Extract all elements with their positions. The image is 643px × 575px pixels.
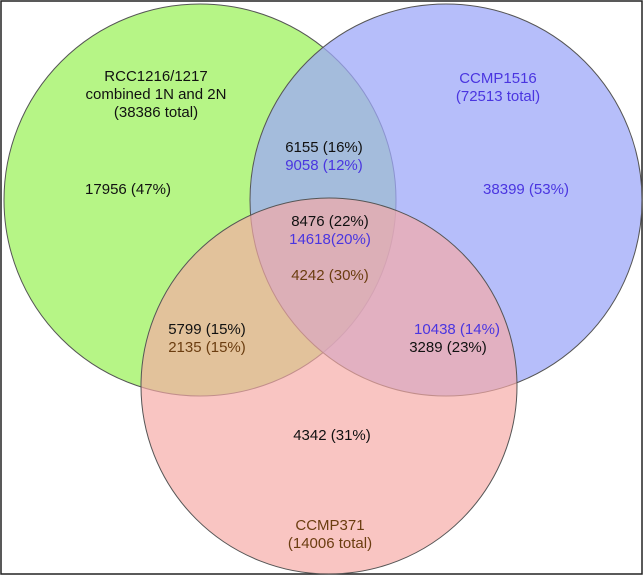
set-a-total: (38386 total) (114, 104, 198, 121)
set-label-ccmp371: CCMP371 (14006 total) (288, 517, 372, 552)
set-a-name-line2: combined 1N and 2N (86, 86, 227, 103)
region-ab-b-count: 9058 (12%) (285, 157, 363, 174)
region-c-only: 4342 (31%) (293, 427, 371, 444)
set-c-total: (14006 total) (288, 535, 372, 552)
region-abc-b-count: 14618(20%) (289, 231, 371, 248)
set-b-total: (72513 total) (456, 88, 540, 105)
set-c-name: CCMP371 (295, 517, 364, 534)
set-b-name: CCMP1516 (459, 70, 537, 87)
region-bc-b-count: 10438 (14%) (414, 321, 500, 338)
region-abc-a-count: 8476 (22%) (291, 213, 369, 230)
region-b-only: 38399 (53%) (483, 181, 569, 198)
region-ac-a-count: 5799 (15%) (168, 321, 246, 338)
region-bc-c-count: 3289 (23%) (409, 339, 487, 356)
set-label-rcc1216-1217: RCC1216/1217 combined 1N and 2N (38386 t… (86, 68, 227, 121)
region-a-only: 17956 (47%) (85, 181, 171, 198)
set-label-ccmp1516: CCMP1516 (72513 total) (456, 70, 540, 105)
set-a-name-line1: RCC1216/1217 (104, 68, 207, 85)
region-abc-c-count: 4242 (30%) (291, 267, 369, 284)
region-ab-a-count: 6155 (16%) (285, 139, 363, 156)
circle-ccmp371 (140, 197, 518, 575)
region-ac-c-count: 2135 (15%) (168, 339, 246, 356)
